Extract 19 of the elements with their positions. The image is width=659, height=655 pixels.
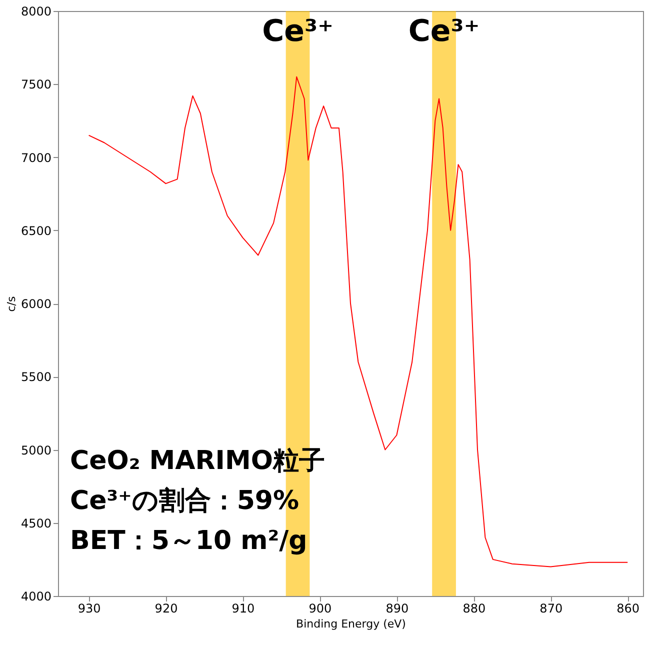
x-tick-label: 910 xyxy=(232,602,255,616)
x-tick-label: 930 xyxy=(78,602,101,616)
x-tick-label: 860 xyxy=(616,602,640,616)
y-axis-title: c/s xyxy=(4,296,18,312)
y-tick-label: 4500 xyxy=(20,516,52,530)
y-tick-label: 7000 xyxy=(20,150,52,165)
x-tick-label: 890 xyxy=(386,602,409,616)
y-tick-label: 6000 xyxy=(20,297,52,311)
y-tick-label: 7500 xyxy=(20,78,52,92)
y-tick-label: 6500 xyxy=(20,224,52,238)
x-tick-label: 880 xyxy=(462,602,486,616)
y-tick-label: 8000 xyxy=(20,4,52,18)
y-tick-label: 5500 xyxy=(20,370,52,384)
y-tick-label: 4000 xyxy=(20,590,52,604)
x-tick-label: 870 xyxy=(540,602,563,616)
x-axis-title: Binding Energy (eV) xyxy=(296,618,406,630)
y-tick-label: 5000 xyxy=(20,443,52,458)
x-tick-label: 900 xyxy=(308,602,332,616)
x-tick-label: 920 xyxy=(154,602,178,616)
